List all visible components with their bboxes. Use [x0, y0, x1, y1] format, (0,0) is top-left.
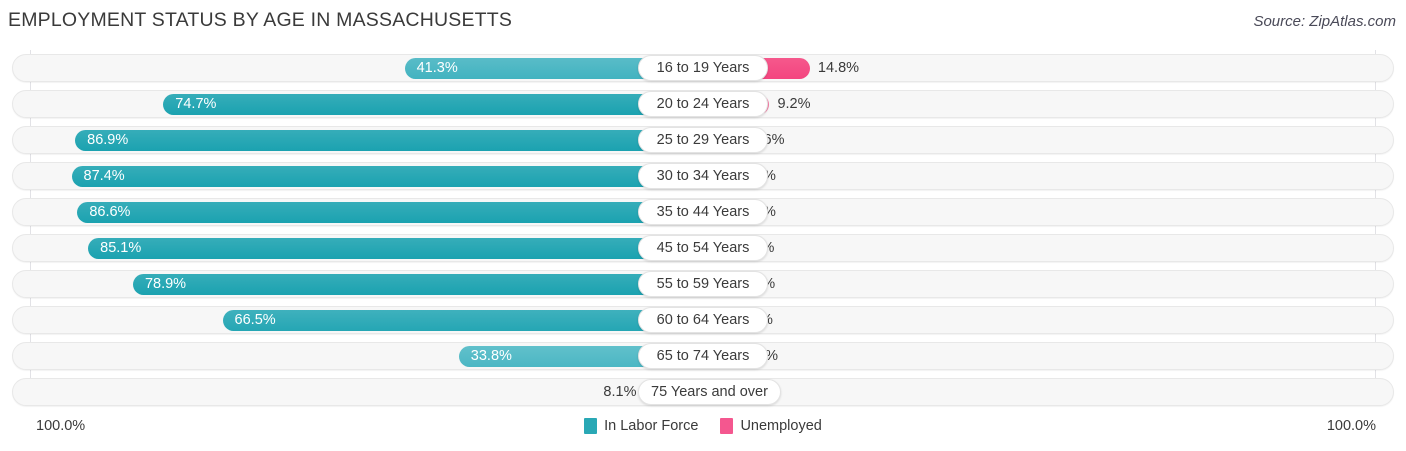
gridline-left — [30, 50, 31, 404]
value-label-in-labor-force: 41.3% — [416, 60, 458, 76]
chart-header: EMPLOYMENT STATUS BY AGE IN MASSACHUSETT… — [0, 0, 1406, 46]
category-label-pill: 35 to 44 Years — [638, 199, 768, 225]
axis-label-right: 100.0% — [1326, 418, 1376, 434]
gridline-right — [1375, 50, 1376, 404]
bar-in-labor-force — [222, 310, 703, 331]
category-label-pill: 55 to 59 Years — [638, 271, 768, 297]
legend-item: Unemployed — [720, 418, 822, 434]
legend-item: In Labor Force — [584, 418, 698, 434]
bar-in-labor-force — [75, 130, 703, 151]
value-label-unemployed: 14.8% — [817, 60, 860, 76]
value-label-in-labor-force: 8.1% — [603, 384, 637, 400]
source-attribution: Source: ZipAtlas.com — [1253, 13, 1396, 30]
table-row: 85.1%4.2%45 to 54 Years — [0, 230, 1406, 266]
value-label-in-labor-force: 66.5% — [234, 312, 276, 328]
bar-in-labor-force — [71, 166, 703, 187]
legend-swatch-icon — [720, 418, 734, 434]
category-label-pill: 45 to 54 Years — [638, 235, 768, 261]
table-row: 87.4%4.4%30 to 34 Years — [0, 158, 1406, 194]
table-row: 74.7% 9.2% 20 to 24 Years — [0, 86, 1406, 122]
bar-in-labor-force — [404, 58, 703, 79]
chart-footer: 100.0% 100.0% In Labor Force Unemployed — [0, 410, 1406, 451]
category-label-pill: 60 to 64 Years — [638, 307, 768, 333]
table-row: 66.5%4.0%60 to 64 Years — [0, 302, 1406, 338]
bar-in-labor-force — [132, 274, 703, 295]
table-row: 78.9%4.3%55 to 59 Years — [0, 266, 1406, 302]
category-label-pill: 75 Years and over — [638, 379, 781, 405]
page-title: EMPLOYMENT STATUS BY AGE IN MASSACHUSETT… — [8, 9, 513, 31]
table-row: 8.1%4.2%75 Years and over — [0, 374, 1406, 410]
legend-label: Unemployed — [740, 418, 822, 434]
value-label-unemployed: 9.2% — [777, 96, 811, 112]
category-label-pill: 20 to 24 Years — [638, 91, 768, 117]
legend-swatch-icon — [584, 418, 598, 434]
category-label-pill: 16 to 19 Years — [638, 55, 768, 81]
table-row: 86.6%4.4%35 to 44 Years — [0, 194, 1406, 230]
category-label-pill: 30 to 34 Years — [638, 163, 768, 189]
axis-label-left: 100.0% — [36, 418, 86, 434]
bar-in-labor-force — [77, 202, 703, 223]
value-label-in-labor-force: 74.7% — [175, 96, 217, 112]
value-label-in-labor-force: 86.9% — [87, 132, 129, 148]
category-label-pill: 65 to 74 Years — [638, 343, 768, 369]
bar-in-labor-force — [88, 238, 703, 259]
chart-plot-area: 41.3% 14.8% 16 to 19 Years 74.7% 9.2% 20 to 2… — [0, 50, 1406, 410]
chart-legend: In Labor Force Unemployed — [0, 418, 1406, 434]
value-label-in-labor-force: 85.1% — [100, 240, 142, 256]
table-row: 86.9%5.6%25 to 29 Years — [0, 122, 1406, 158]
value-label-in-labor-force: 78.9% — [144, 276, 187, 292]
table-row: 33.8%4.7%65 to 74 Years — [0, 338, 1406, 374]
bar-in-labor-force — [163, 94, 703, 115]
legend-label: In Labor Force — [604, 418, 699, 434]
value-label-in-labor-force: 86.6% — [89, 204, 131, 220]
value-label-in-labor-force: 33.8% — [470, 348, 512, 364]
table-row: 41.3% 14.8% 16 to 19 Years — [0, 50, 1406, 86]
chart-rows: 41.3% 14.8% 16 to 19 Years 74.7% 9.2% 20 to 2… — [0, 50, 1406, 410]
category-label-pill: 25 to 29 Years — [638, 127, 768, 153]
value-label-in-labor-force: 87.4% — [83, 168, 125, 184]
